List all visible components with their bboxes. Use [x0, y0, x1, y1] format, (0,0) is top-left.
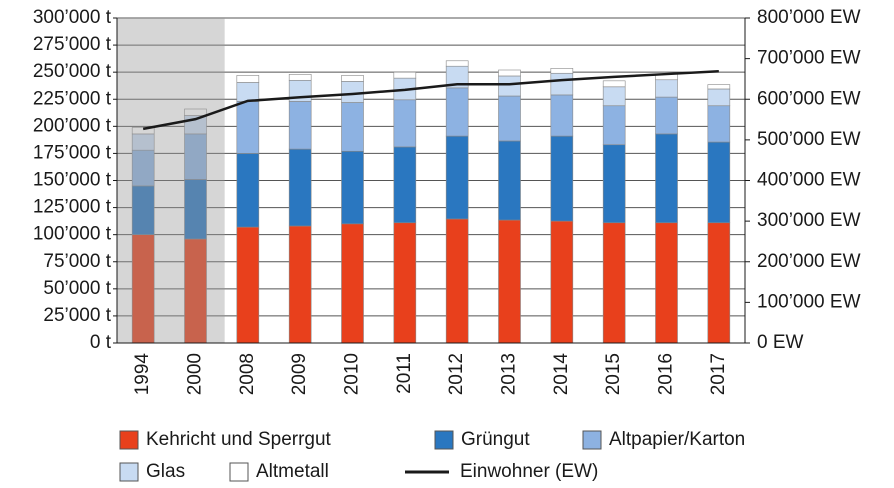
bar [655, 222, 678, 344]
x-tick-label: 2015 [603, 353, 624, 395]
bar [341, 223, 364, 344]
y2-tick-label: 700’000 EW [757, 48, 861, 69]
bar [707, 222, 731, 344]
y-tick-label: 150’000 t [33, 170, 112, 191]
x-tick-label: 2012 [446, 353, 467, 395]
bar [236, 153, 260, 228]
line [142, 69, 719, 131]
bar [602, 105, 626, 146]
x-tick-label: 2014 [551, 353, 572, 396]
bar [602, 80, 626, 88]
bar [184, 108, 207, 116]
legend-swatch [119, 430, 139, 450]
legend-swatch [434, 430, 454, 450]
legend-label: Glas [146, 461, 185, 482]
y-tick-label: 75’000 t [43, 251, 111, 272]
legend-swatch [119, 462, 139, 482]
y2-tick-label: 200’000 EW [757, 251, 861, 272]
bar [236, 226, 260, 344]
bar [655, 79, 678, 98]
legend-swatch [229, 462, 249, 482]
y2-tick-label: 0 EW [757, 332, 804, 353]
bar [236, 75, 260, 83]
x-tick-label: 2017 [708, 353, 729, 395]
bar [498, 75, 521, 97]
bar [236, 101, 260, 154]
bar [288, 101, 312, 150]
bar [655, 96, 678, 135]
bar [393, 222, 417, 344]
x-tick-label: 2016 [656, 353, 677, 395]
y2-tick-label: 100’000 EW [757, 291, 861, 312]
legend-label: Kehricht und Sperrgut [146, 429, 332, 450]
x-tick-label: 2009 [289, 353, 310, 395]
legend-swatch [582, 430, 602, 450]
bar [707, 88, 731, 107]
bar [288, 74, 312, 81]
bar [498, 219, 521, 344]
y-tick-label: 25’000 t [43, 305, 111, 326]
y-tick-label: 125’000 t [33, 197, 112, 218]
bar [550, 220, 574, 344]
bar [341, 150, 364, 225]
x-tick-label: 2000 [185, 353, 206, 395]
y-tick-label: 225’000 t [33, 88, 112, 109]
y-tick-label: 300’000 t [33, 7, 112, 28]
y2-tick-label: 500’000 EW [757, 129, 861, 150]
legend-label: Grüngut [461, 429, 530, 450]
bar [550, 68, 574, 74]
legend-label: Altmetall [256, 461, 329, 482]
bar [498, 69, 521, 77]
x-tick-label: 2010 [342, 353, 363, 395]
bar [445, 135, 469, 220]
bar [341, 75, 364, 82]
bar [236, 82, 260, 102]
bar [288, 148, 312, 227]
bar [655, 133, 678, 224]
y-tick-label: 0 t [90, 332, 112, 353]
bar [288, 225, 312, 344]
y-tick-label: 200’000 t [33, 115, 112, 136]
bar [707, 105, 731, 143]
bar [341, 102, 364, 152]
bar [550, 135, 574, 222]
y2-tick-label: 400’000 EW [757, 170, 861, 191]
x-tick-label: 2013 [499, 353, 520, 395]
bar [550, 94, 574, 137]
bar [602, 86, 626, 107]
bar [393, 146, 417, 224]
bar [131, 127, 155, 135]
bar [707, 141, 731, 224]
y-tick-label: 275’000 t [33, 34, 112, 55]
y-tick-label: 100’000 t [33, 224, 112, 245]
bar [445, 87, 469, 137]
bar [341, 81, 364, 103]
y2-tick-label: 800’000 EW [757, 7, 861, 28]
y-tick-label: 175’000 t [33, 142, 112, 163]
legend-label: Altpapier/Karton [609, 429, 745, 450]
y-tick-label: 50’000 t [43, 278, 111, 299]
bar [707, 84, 731, 90]
x-tick-label: 2008 [237, 353, 258, 395]
bar [550, 72, 574, 96]
y2-tick-label: 600’000 EW [757, 88, 861, 109]
y-tick-label: 250’000 t [33, 61, 112, 82]
bar [445, 60, 469, 67]
bar [393, 99, 417, 148]
x-tick-label: 1994 [132, 353, 153, 396]
bar [445, 218, 469, 344]
x-tick-label: 2011 [394, 353, 415, 394]
shaded-region [117, 18, 225, 343]
bar [393, 71, 417, 79]
bar [602, 222, 626, 344]
bar [498, 95, 521, 142]
bar [498, 140, 521, 221]
bar [602, 144, 626, 224]
legend-label: Einwohner (EW) [460, 461, 598, 482]
y2-tick-label: 300’000 EW [757, 210, 861, 231]
